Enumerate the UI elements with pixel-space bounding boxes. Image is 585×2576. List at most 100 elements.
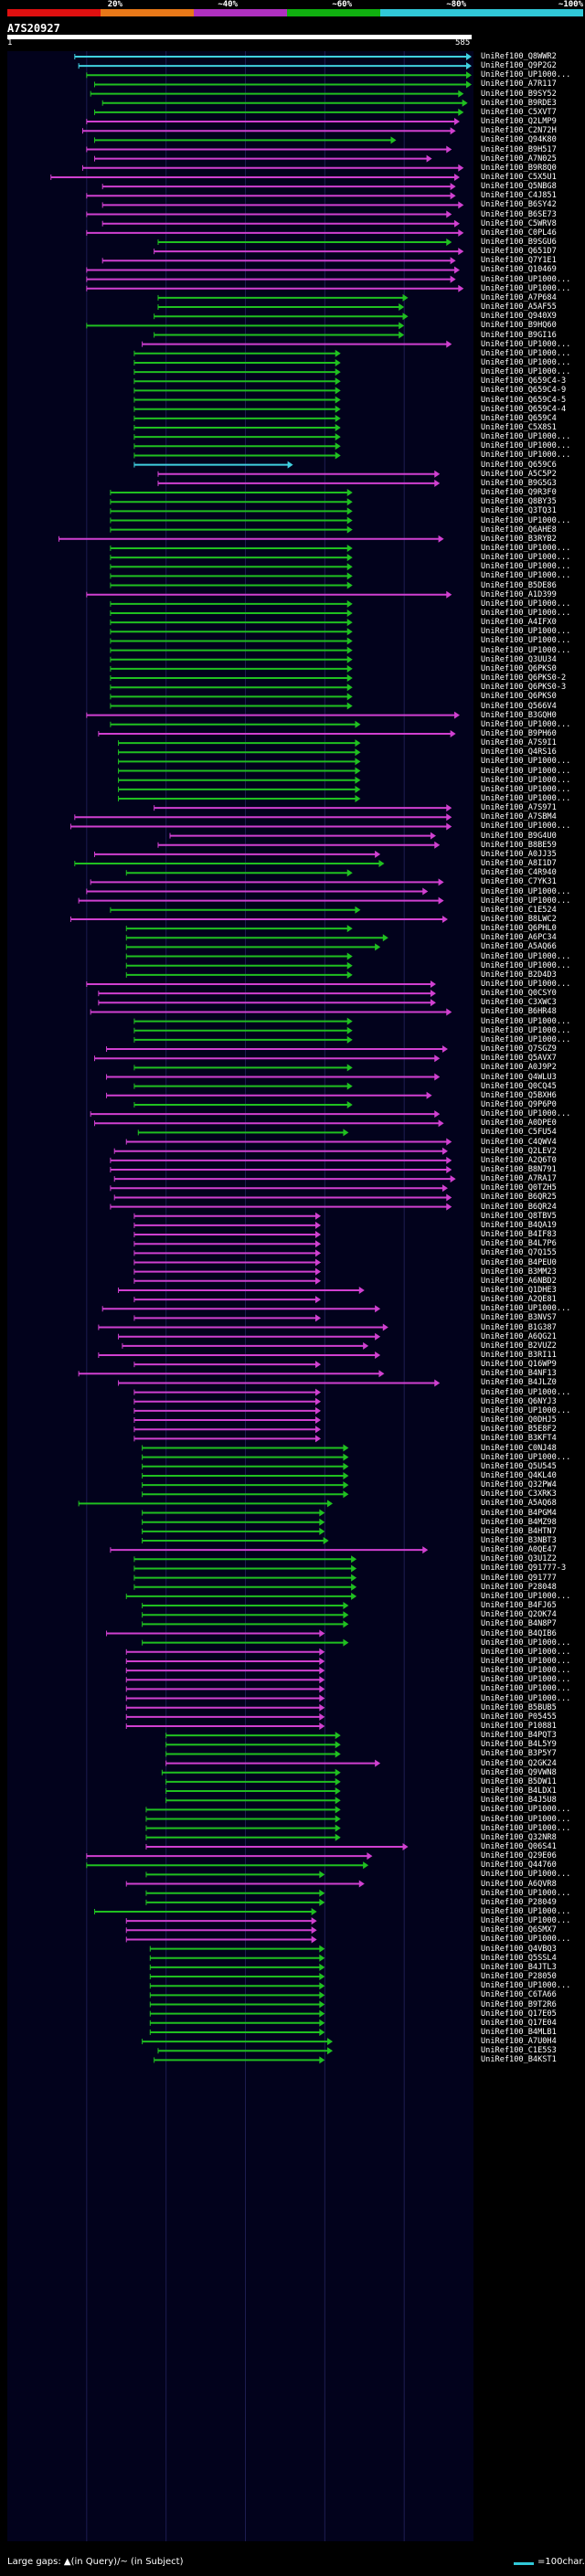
hit-bar[interactable] [118,748,361,757]
hit-label[interactable]: UniRef100_B4L7P6 [481,1239,557,1249]
hit-bar[interactable] [101,257,456,265]
hit-label[interactable]: UniRef100_B4PQT3 [481,1731,557,1741]
hit-label[interactable]: UniRef100_UP1000... [481,1304,571,1314]
hit-bar[interactable] [110,572,353,580]
hit-bar[interactable] [118,739,361,747]
hit-label[interactable]: UniRef100_Q5SSL4 [481,1953,557,1963]
hit-label[interactable]: UniRef100_Q5NBG8 [481,182,557,192]
hit-label[interactable]: UniRef100_UP1000... [481,339,571,349]
hit-label[interactable]: UniRef100_Q7Q155 [481,1248,557,1258]
hit-bar[interactable] [125,952,353,960]
hit-label[interactable]: UniRef100_B9SGU6 [481,238,557,247]
hit-bar[interactable] [157,470,441,478]
hit-bar[interactable] [78,1500,334,1508]
hit-bar[interactable] [142,2038,334,2046]
hit-label[interactable]: UniRef100_B8BE59 [481,840,557,850]
hit-label[interactable]: UniRef100_UP1000... [481,896,571,906]
hit-label[interactable]: UniRef100_Q4VBQ3 [481,1944,557,1954]
hit-bar[interactable] [86,711,460,719]
hit-bar[interactable] [142,1518,325,1526]
hit-bar[interactable] [154,331,405,339]
hit-bar[interactable] [86,1861,369,1870]
hit-bar[interactable] [101,183,456,191]
hit-bar[interactable] [145,1815,341,1823]
hit-bar[interactable] [133,1574,357,1582]
hit-label[interactable]: UniRef100_A5AF55 [481,302,557,313]
hit-label[interactable]: UniRef100_Q0CQ45 [481,1081,557,1091]
hit-label[interactable]: UniRef100_Q659C4-4 [481,404,567,414]
hit-bar[interactable] [118,767,361,775]
hit-bar[interactable] [58,535,444,543]
hit-bar[interactable] [165,1759,381,1767]
hit-label[interactable]: UniRef100_Q566V4 [481,701,557,711]
hit-label[interactable]: UniRef100_C6TA66 [481,1990,557,2000]
hit-bar[interactable] [110,702,353,710]
hit-bar[interactable] [110,646,353,654]
hit-bar[interactable] [149,1954,325,1962]
hit-bar[interactable] [142,1602,349,1610]
hit-bar[interactable] [86,981,436,988]
hit-label[interactable]: UniRef100_UP1000... [481,571,571,581]
hit-label[interactable]: UniRef100_B4J5U8 [481,1796,557,1806]
hit-bar[interactable] [133,377,341,386]
hit-bar[interactable] [165,1732,341,1740]
hit-label[interactable]: UniRef100_A7SBM4 [481,812,557,822]
hit-label[interactable]: UniRef100_Q6PKS0 [481,663,557,673]
hit-label[interactable]: UniRef100_A0QE47 [481,1545,557,1555]
hit-bar[interactable] [101,219,460,228]
hit-bar[interactable] [106,1629,325,1638]
hit-label[interactable]: UniRef100_UP1000... [481,274,571,284]
hit-bar[interactable] [110,525,353,534]
hit-label[interactable]: UniRef100_A4IFX0 [481,618,557,628]
hit-bar[interactable] [165,1741,341,1749]
hit-label[interactable]: UniRef100_C5FU54 [481,1128,557,1138]
hit-bar[interactable] [125,1935,317,1944]
hit-bar[interactable] [133,1035,353,1044]
hit-label[interactable]: UniRef100_B8LWC2 [481,914,557,924]
hit-bar[interactable] [157,841,441,849]
hit-bar[interactable] [86,228,464,237]
hit-bar[interactable] [86,118,460,126]
hit-bar[interactable] [69,822,452,831]
hit-label[interactable]: UniRef100_C1E524 [481,905,557,915]
hit-label[interactable]: UniRef100_B1G387 [481,1322,557,1332]
hit-bar[interactable] [133,451,341,460]
hit-bar[interactable] [78,1370,385,1378]
hit-label[interactable]: UniRef100_B3RI11 [481,1351,557,1360]
hit-bar[interactable] [161,1768,341,1776]
hit-bar[interactable] [90,878,444,886]
hit-bar[interactable] [125,970,353,979]
hit-label[interactable]: UniRef100_A1D399 [481,589,557,599]
hit-bar[interactable] [125,1138,452,1146]
hit-label[interactable]: UniRef100_B6HR48 [481,1007,557,1017]
hit-label[interactable]: UniRef100_B4KST1 [481,2055,557,2065]
hit-bar[interactable] [86,192,456,200]
hit-label[interactable]: UniRef100_A0J9P2 [481,1063,557,1073]
hit-label[interactable]: UniRef100_B2D4D3 [481,970,557,980]
hit-label[interactable]: UniRef100_Q940X9 [481,312,557,322]
hit-label[interactable]: UniRef100_B5DE86 [481,580,557,590]
hit-bar[interactable] [86,210,452,218]
hit-bar[interactable] [110,498,353,506]
hit-bar[interactable] [110,720,361,728]
hit-label[interactable]: UniRef100_UP1000... [481,794,571,803]
hit-bar[interactable] [165,1797,341,1805]
hit-label[interactable]: UniRef100_UP1000... [481,1823,571,1833]
hit-bar[interactable] [81,127,456,135]
hit-bar[interactable] [110,563,353,571]
hit-label[interactable]: UniRef100_A7S971 [481,803,557,813]
hit-label[interactable]: UniRef100_B9SY52 [481,89,557,99]
hit-label[interactable]: UniRef100_Q3UU34 [481,654,557,664]
hit-label[interactable]: UniRef100_UP1000... [481,627,571,637]
hit-bar[interactable] [142,1453,349,1461]
hit-label[interactable]: UniRef100_Q06S41 [481,1841,557,1851]
hit-label[interactable]: UniRef100_C5X8S1 [481,423,557,432]
hit-bar[interactable] [125,1917,317,1925]
hit-label[interactable]: UniRef100_Q4WLU3 [481,1072,557,1082]
hit-bar[interactable] [98,990,436,998]
hit-bar[interactable] [169,832,436,840]
hit-label[interactable]: UniRef100_UP1000... [481,1109,571,1119]
hit-bar[interactable] [133,1416,322,1425]
hit-bar[interactable] [149,2019,325,2027]
hit-label[interactable]: UniRef100_C0PL46 [481,228,557,238]
